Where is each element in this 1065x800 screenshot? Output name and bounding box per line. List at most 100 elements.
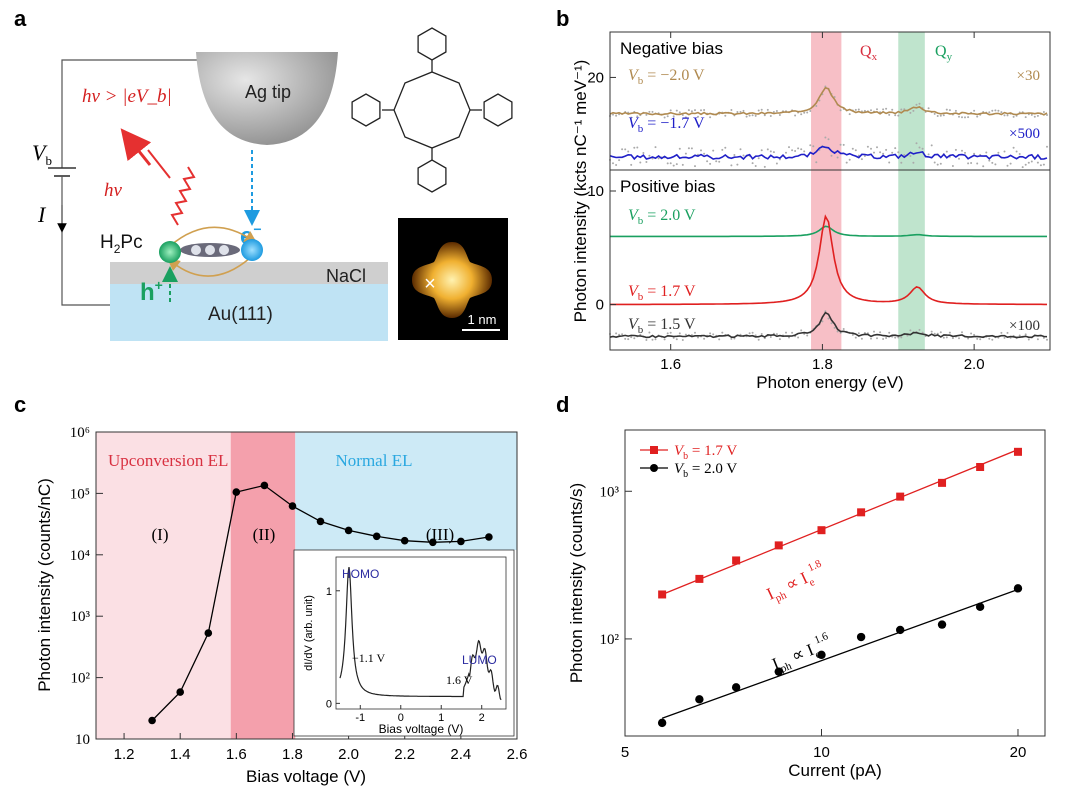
inset-v1-label: −1.1 V bbox=[352, 651, 386, 665]
b-raw-point bbox=[888, 161, 891, 164]
d-xlabel: Current (pA) bbox=[788, 761, 882, 780]
b-raw-point bbox=[982, 165, 985, 168]
b-raw-point bbox=[979, 338, 982, 341]
b-raw-point bbox=[951, 165, 954, 167]
b-raw-point bbox=[806, 111, 809, 114]
b-raw-point bbox=[694, 331, 696, 334]
b-series-label: Vb = 2.0 V bbox=[628, 207, 696, 227]
macrocycle-ring bbox=[393, 71, 471, 149]
b-raw-point bbox=[915, 142, 918, 145]
b-xlabel: Photon energy (eV) bbox=[756, 373, 903, 392]
b-raw-point bbox=[739, 148, 742, 151]
b-raw-point bbox=[718, 160, 721, 163]
c-series bbox=[148, 481, 493, 725]
b-raw-point bbox=[854, 108, 857, 111]
b-raw-point bbox=[1024, 163, 1027, 166]
b-ylabel: Photon intensity (kcts nC⁻¹ meV⁻¹) bbox=[571, 60, 590, 323]
b-raw-point bbox=[936, 115, 939, 117]
d-data-point bbox=[976, 463, 985, 472]
b-raw-point bbox=[894, 336, 897, 339]
b-raw-point bbox=[618, 113, 621, 116]
b-raw-point bbox=[888, 113, 891, 116]
b-raw-point bbox=[821, 320, 824, 323]
b-raw-point bbox=[630, 116, 633, 119]
b-raw-point bbox=[672, 336, 675, 339]
b-raw-point bbox=[709, 162, 712, 165]
b-raw-point bbox=[706, 160, 709, 163]
b-raw-point bbox=[882, 338, 885, 340]
b-raw-point bbox=[730, 337, 733, 340]
b-raw-point bbox=[818, 99, 821, 102]
c-xtick-label: 2.2 bbox=[394, 746, 415, 763]
b-raw-point bbox=[988, 111, 991, 114]
b-raw-point bbox=[854, 336, 857, 339]
b-scale-factor: ×100 bbox=[1009, 318, 1040, 334]
b-raw-point bbox=[942, 114, 945, 117]
b-raw-point bbox=[933, 161, 936, 164]
b-raw-point bbox=[1036, 338, 1039, 341]
b-raw-point bbox=[839, 331, 842, 334]
photon-wave bbox=[147, 149, 196, 226]
c-regions bbox=[96, 432, 517, 739]
c-data-point bbox=[204, 629, 213, 637]
d-xtick-label: 20 bbox=[1010, 744, 1027, 761]
b-raw-point bbox=[976, 162, 979, 165]
upconversion-label: Upconversion EL bbox=[108, 451, 228, 470]
panel-d: d 5 10 20 10² 10³ Vb = 1.7 VVb = 2.0 V Iph ∝… bbox=[556, 392, 1046, 780]
b-raw-point bbox=[885, 107, 888, 110]
b-raw-point bbox=[927, 107, 930, 110]
b-raw-point bbox=[769, 336, 772, 338]
c-data-point bbox=[485, 533, 493, 541]
b-raw-point bbox=[900, 161, 903, 164]
d-series bbox=[657, 447, 1023, 728]
c-inset: -1 0 1 2 0 1 HOMO LUMO −1.1 V 1.6 V Bias volt… bbox=[293, 549, 515, 737]
d-ytick-label: 10³ bbox=[600, 484, 620, 500]
b-raw-point bbox=[1046, 145, 1048, 148]
b-raw-point bbox=[694, 109, 696, 112]
c-data-point bbox=[148, 716, 156, 725]
b-raw-point bbox=[624, 148, 627, 151]
b-raw-point bbox=[766, 148, 769, 151]
b-raw-point bbox=[967, 162, 970, 165]
electron-orbital bbox=[241, 239, 263, 261]
b-raw-point bbox=[976, 115, 979, 118]
b-ticks: 1.6 1.8 2.0 0 10 20 bbox=[587, 32, 985, 373]
b-raw-point bbox=[945, 336, 948, 339]
b-raw-point bbox=[879, 331, 882, 334]
d-data-point bbox=[695, 574, 704, 583]
b-raw-point bbox=[624, 337, 627, 340]
b-raw-point bbox=[827, 317, 830, 320]
b-raw-point bbox=[778, 114, 781, 116]
b-raw-point bbox=[772, 151, 775, 154]
c-region-0 bbox=[96, 432, 231, 739]
inset-ytick-label: 0 bbox=[326, 698, 332, 710]
d-data-point bbox=[938, 478, 947, 487]
b-raw-point bbox=[912, 161, 915, 164]
c-ytick-label: 10⁴ bbox=[70, 548, 90, 564]
b-raw-point bbox=[951, 337, 954, 340]
d-data-point bbox=[817, 526, 826, 535]
c-data-point bbox=[232, 488, 241, 496]
inset-v2-label: 1.6 V bbox=[446, 673, 473, 687]
d-data-point bbox=[817, 650, 826, 660]
b-raw-point bbox=[794, 114, 797, 117]
b-raw-point bbox=[748, 114, 751, 117]
c-xtick-label: 2.6 bbox=[507, 746, 528, 763]
b-series-label: Vb = 1.5 V bbox=[628, 316, 696, 336]
b-raw-point bbox=[997, 109, 1000, 112]
photon-arrow-icon bbox=[120, 128, 152, 166]
d-fit-line bbox=[661, 448, 1019, 596]
b-raw-point bbox=[866, 145, 869, 148]
d-legend-label: Vb = 1.7 V bbox=[674, 443, 737, 462]
b-raw-point bbox=[766, 108, 769, 111]
b-raw-point bbox=[678, 332, 681, 335]
b-raw-point bbox=[751, 331, 754, 334]
d-legend-marker bbox=[650, 446, 658, 454]
b-raw-point bbox=[1006, 331, 1009, 334]
b-xtick-label: 2.0 bbox=[964, 356, 985, 373]
b-raw-point bbox=[612, 162, 614, 165]
b-raw-point bbox=[763, 114, 766, 117]
b-raw-point bbox=[918, 146, 921, 149]
b-raw-point bbox=[891, 108, 894, 111]
